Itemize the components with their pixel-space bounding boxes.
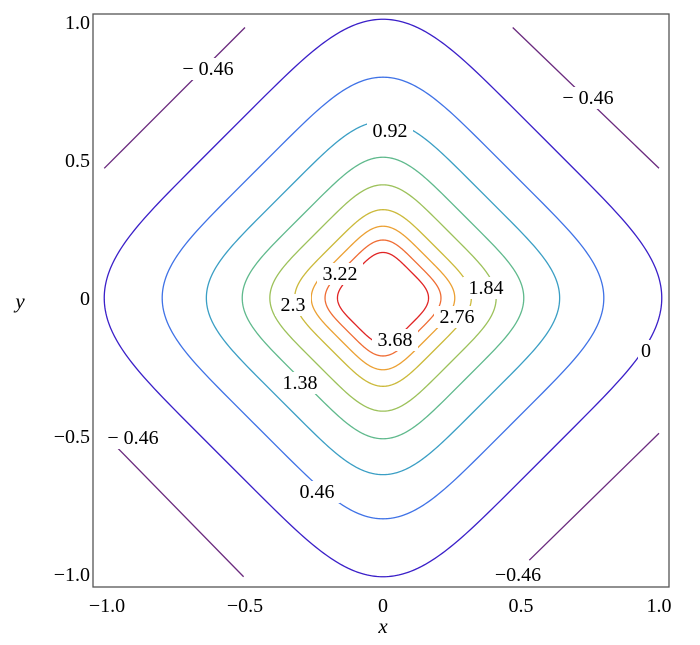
y-tick-label: −1.0 xyxy=(54,564,90,586)
contour-label: − 0.46 xyxy=(562,87,613,109)
y-tick-label: −0.5 xyxy=(54,426,90,448)
contour-label-bg xyxy=(275,294,311,316)
x-axis-label: x xyxy=(377,614,388,638)
contour-line-neg-3 xyxy=(528,432,660,561)
contour-line-neg-2 xyxy=(117,447,245,578)
contour-label-bg xyxy=(555,87,621,109)
contour-labels: − 0.46 − 0.46 − 0.46 −0.46 0.92 1.84 3.22 2.3 2.… xyxy=(100,58,654,586)
contour-label-bg xyxy=(372,329,418,351)
contour-label-bg xyxy=(463,277,509,299)
y-tick-labels: −1.0 −0.5 0 0.5 1.0 xyxy=(54,12,90,586)
contour-line-3.22 xyxy=(324,239,442,357)
contour-line-3.68 xyxy=(336,251,430,345)
contour-label-bg xyxy=(490,564,546,586)
contour-label-bg xyxy=(294,481,340,503)
contour-label-bg xyxy=(100,427,166,449)
x-tick-label: −0.5 xyxy=(227,595,263,617)
x-tick-label: 0.5 xyxy=(509,595,534,617)
x-tick-label: −1.0 xyxy=(89,595,125,617)
contour-label-bg xyxy=(277,372,323,394)
contour-label: 1.84 xyxy=(469,277,504,299)
contour-label: 2.3 xyxy=(281,294,306,316)
contour-label: 2.76 xyxy=(440,306,475,328)
contour-label: 3.22 xyxy=(323,263,358,285)
contour-line-neg-0 xyxy=(103,27,246,169)
x-tick-labels: −1.0 −0.5 0 0.5 1.0 xyxy=(89,595,672,617)
x-tick-label: 0 xyxy=(378,595,388,617)
contour-line-0.92 xyxy=(205,120,561,476)
contour-label: 0.92 xyxy=(373,120,408,142)
contour-line-0 xyxy=(103,18,663,578)
contour-label-bg xyxy=(367,120,413,142)
contour-line-0.46 xyxy=(161,76,605,520)
contour-label: 1.38 xyxy=(283,372,318,394)
contour-label: 0 xyxy=(641,340,651,362)
plot-frame xyxy=(92,13,670,588)
contour-label: − 0.46 xyxy=(182,58,233,80)
y-tick-label: 0.5 xyxy=(65,150,90,172)
contour-label-bg xyxy=(638,340,654,362)
contour-label: 0.46 xyxy=(300,481,335,503)
contour-label: −0.46 xyxy=(495,564,541,586)
x-tick-label: 1.0 xyxy=(647,595,672,617)
contour-label-bg xyxy=(434,306,480,328)
contour-label-bg xyxy=(317,263,363,285)
contour-label-bg xyxy=(175,58,241,80)
contour-label: − 0.46 xyxy=(107,427,158,449)
contour-line-2.3 xyxy=(294,209,472,387)
y-axis-label: y xyxy=(13,289,25,313)
y-tick-label: 0 xyxy=(80,288,90,310)
y-tick-label: 1.0 xyxy=(65,12,90,34)
contour-label: 3.68 xyxy=(378,329,413,351)
contour-line-1.84 xyxy=(269,184,497,412)
